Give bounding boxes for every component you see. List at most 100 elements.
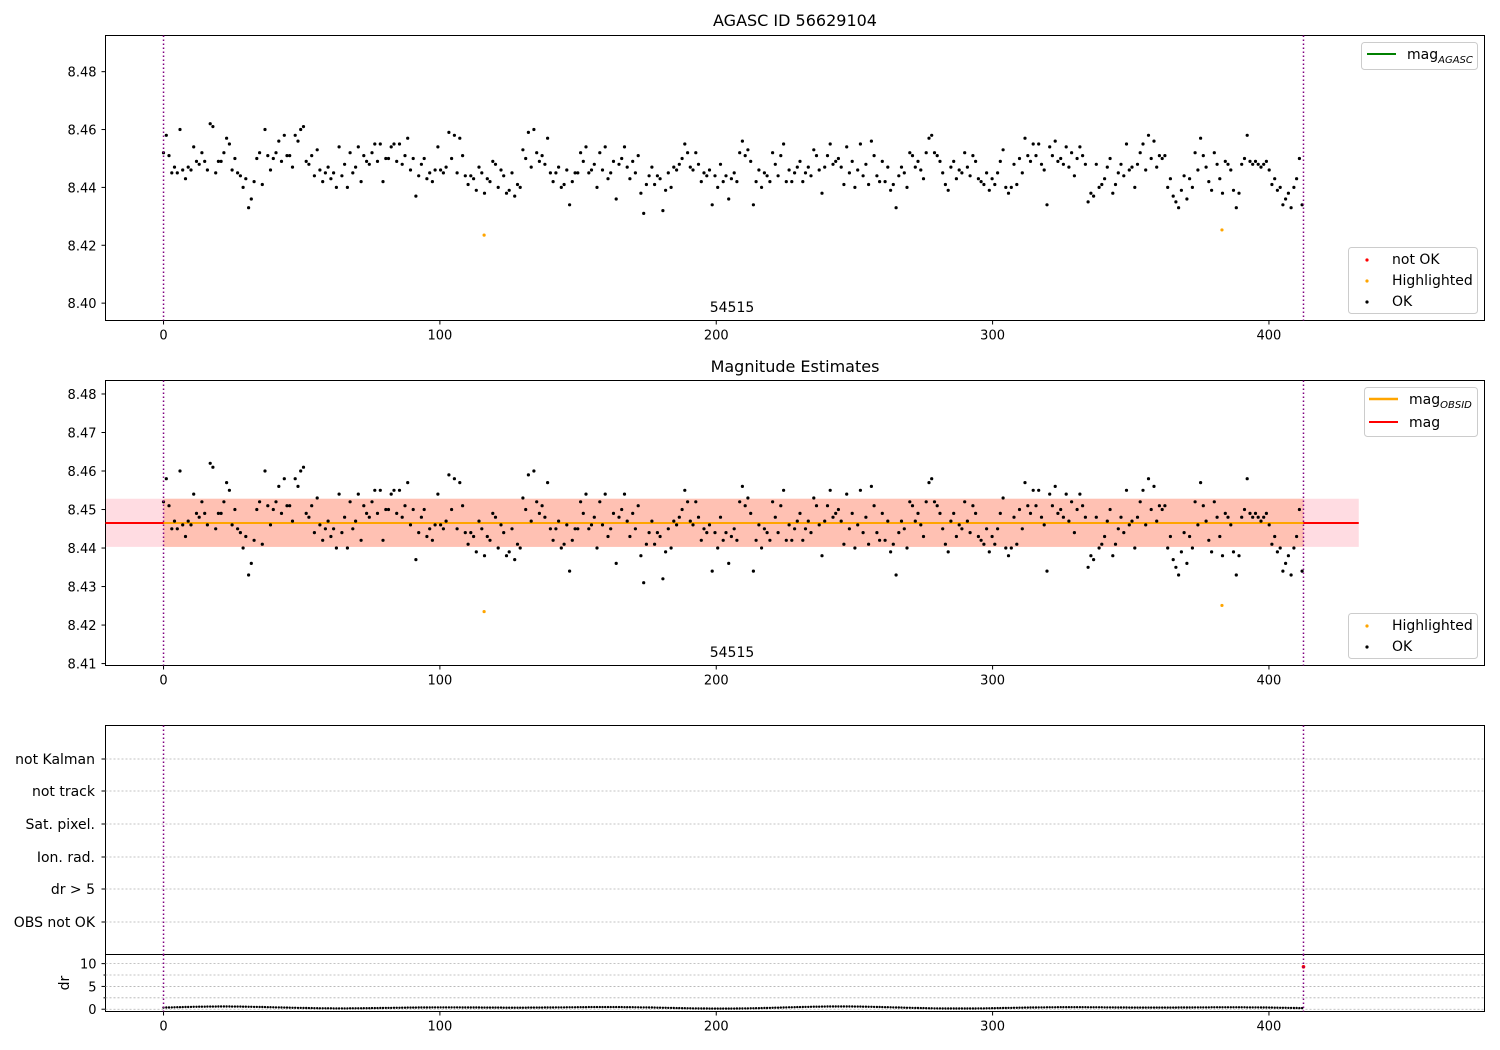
- ok-point: [1289, 206, 1293, 210]
- panel-4-frame: [105, 954, 1485, 1012]
- ok-point: [765, 174, 769, 178]
- ok-point: [1015, 182, 1019, 187]
- ok-point: [529, 519, 533, 523]
- ok-point: [1275, 550, 1279, 554]
- dr-point: [230, 1005, 234, 1008]
- dr-point: [310, 1006, 313, 1010]
- dr-point: [299, 1006, 302, 1010]
- dr-point: [562, 1006, 566, 1009]
- dr-point: [831, 1005, 835, 1008]
- ok-point: [592, 515, 596, 519]
- ok-point: [790, 538, 794, 542]
- y-tick-label: 5: [88, 980, 96, 995]
- ok-point: [444, 519, 448, 523]
- ok-point: [255, 507, 259, 512]
- ok-point: [241, 546, 245, 550]
- ok-point: [499, 523, 503, 527]
- ok-point: [1207, 538, 1211, 542]
- dr-point: [250, 1005, 253, 1008]
- ok-point: [480, 527, 484, 531]
- dr-point: [401, 1006, 404, 1009]
- ok-point: [422, 507, 426, 512]
- ok-point: [856, 168, 860, 172]
- dr-point: [1265, 1006, 1268, 1009]
- dr-point: [1251, 1006, 1254, 1009]
- ok-point: [1289, 573, 1293, 577]
- ok-point: [787, 168, 791, 172]
- dr-point: [483, 1006, 486, 1009]
- ok-point: [433, 523, 437, 527]
- ok-point: [1273, 534, 1277, 539]
- dr-point: [1026, 1006, 1030, 1009]
- ok-point: [675, 523, 679, 527]
- ok-point: [1133, 185, 1137, 189]
- ok-point: [702, 527, 706, 531]
- ok-point: [1218, 177, 1222, 181]
- ok-point: [905, 546, 909, 550]
- ok-point: [1138, 500, 1142, 504]
- ok-point: [172, 519, 177, 523]
- dr-point: [266, 1006, 269, 1009]
- ok-point: [1281, 569, 1285, 573]
- ok-point: [894, 206, 898, 210]
- ok-point: [1163, 504, 1167, 508]
- ok-point: [587, 527, 591, 531]
- ok-point: [1237, 554, 1241, 558]
- ok-point: [812, 148, 816, 152]
- ok-point: [1072, 531, 1076, 535]
- dr-point: [579, 1006, 582, 1009]
- ok-point: [1141, 488, 1145, 492]
- ok-point: [705, 174, 709, 178]
- dr-point: [1122, 1006, 1126, 1009]
- ok-point: [183, 177, 188, 181]
- dr-point: [883, 1006, 887, 1009]
- ok-point: [924, 151, 928, 155]
- ok-point: [965, 519, 970, 523]
- ok-point: [400, 162, 404, 166]
- ok-point: [1081, 504, 1085, 508]
- ok-point: [655, 531, 660, 535]
- ok-point: [208, 461, 212, 465]
- ok-point: [982, 182, 986, 187]
- ok-point: [716, 546, 720, 550]
- dr-point: [864, 1005, 868, 1008]
- dr-point: [801, 1005, 804, 1009]
- dr-point: [348, 1007, 352, 1010]
- ok-point: [408, 523, 413, 527]
- ok-point: [345, 185, 349, 189]
- ok-point: [869, 484, 874, 488]
- ok-point: [968, 531, 972, 535]
- ok-point: [979, 538, 983, 542]
- legend-label-mag: mag: [1409, 415, 1440, 431]
- ok-point: [795, 165, 799, 169]
- ok-point: [935, 504, 939, 508]
- ok-point: [249, 197, 253, 201]
- dr-point: [936, 1007, 939, 1010]
- ok-point: [718, 515, 723, 519]
- ok-point: [1212, 151, 1216, 155]
- dr-point: [637, 1006, 640, 1009]
- dr-point: [1095, 1006, 1098, 1009]
- ok-point: [205, 523, 209, 527]
- dr-point: [491, 1006, 494, 1009]
- ok-point: [688, 165, 692, 169]
- ok-point: [189, 168, 193, 172]
- ok-point: [1050, 504, 1054, 508]
- ok-point: [186, 165, 190, 169]
- dr-point: [285, 1006, 289, 1009]
- ok-point: [1223, 511, 1227, 515]
- dr-point: [993, 1007, 996, 1010]
- ok-point: [461, 504, 465, 508]
- ok-point: [496, 546, 500, 550]
- dr-point: [573, 1006, 577, 1009]
- dr-point: [365, 1007, 368, 1010]
- dr-point: [1273, 1006, 1276, 1009]
- dr-point: [296, 1006, 300, 1010]
- ok-point: [1270, 182, 1274, 187]
- dr-point: [999, 1006, 1002, 1010]
- ok-point: [557, 519, 561, 523]
- ok-point: [455, 171, 459, 175]
- ok-point: [738, 500, 742, 504]
- flag-label-not-kalman: not Kalman: [15, 752, 95, 768]
- dr-point: [1059, 1006, 1062, 1009]
